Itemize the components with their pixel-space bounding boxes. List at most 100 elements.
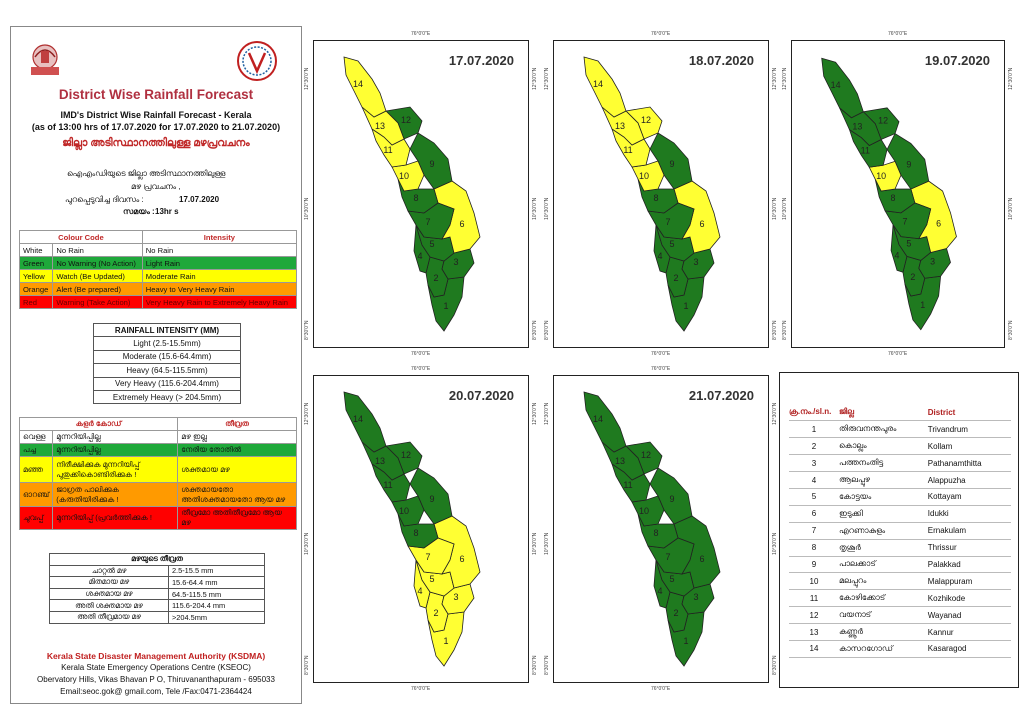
colour-code-row: Green No Warning (No Action) Light Rain [18,256,298,270]
district-number-label: 8 [413,528,418,538]
district-number-label: 7 [665,552,670,562]
longitude-label: 76°0'0"E [651,366,671,372]
latitude-label: 8°30'0"N [1008,320,1014,340]
district-number-label: 4 [657,586,662,596]
colour-code-row: White No Rain No Rain [18,243,298,257]
district-name-en: Kottayam [927,488,1011,506]
district-number-label: 6 [459,219,464,229]
subtitle-malayalam: ജില്ലാ അടിസ്ഥാനത്തിലുള്ള മഴപ്രവചനം [62,137,250,149]
district-number-label: 10 [399,171,409,181]
district-number-label: 10 [399,506,409,516]
district-row: 12 വയനാട് Wayanad [789,606,1011,625]
district-number-label: 14 [831,80,841,90]
district-number-label: 13 [852,122,862,132]
map-date: 19.07.2020 [924,53,990,68]
colour-name: Orange [18,282,54,296]
district-number-label: 8 [653,193,658,203]
district-number-label: 1 [443,301,448,311]
district-name-en: Wayanad [927,606,1011,625]
map-date: 18.07.2020 [688,53,754,68]
district-row: 3 പത്തനംതിട്ട Pathanamthitta [789,454,1011,473]
district-name-en: Pathanamthitta [927,454,1011,473]
ml-issued-date: 17.07.2020 [179,195,220,204]
district-number-label: 11 [861,145,870,155]
colour-meaning: Warning (Take Action) [52,295,143,309]
district-number-label: 5 [429,239,434,249]
district-name-ml: എറണാകുളം [839,522,928,540]
district-name-ml: പാലക്കാട് [839,556,928,574]
ml-colour-name: വെള്ള [18,430,54,444]
district-number: 14 [789,640,839,658]
district-number-label: 14 [353,414,363,424]
district-number-label: 12 [878,116,888,126]
district-number-label: 10 [639,171,649,181]
district-number-label: 6 [936,219,941,229]
latitude-label: 8°30'0"N [304,655,310,675]
district-number: 6 [789,505,839,523]
latitude-label: 8°30'0"N [544,320,550,340]
rainfall-intensity-title: RAINFALL INTENSITY (MM) [93,322,241,338]
district-name-en: Kozhikode [927,589,1011,608]
footer-address: Obervatory Hills, Vikas Bhavan P O, Thir… [37,675,275,684]
district-region [343,56,387,118]
latitude-label: 12°30'0"N [544,402,550,425]
district-number: 8 [789,539,839,557]
latitude-label: 10°30'0"N [304,197,310,220]
ml-colour-name: പച്ച [18,443,54,457]
ml-intensity-label: അതി തീവ്രമായ മഴ [49,610,169,624]
district-number-label: 5 [669,239,674,249]
latitude-label: 10°30'0"N [544,197,550,220]
ml-colour-meaning: മുന്നറിയിപ്പ് (പ്രവർത്തിക്കുക ! [52,506,179,530]
district-name-ml: മലപ്പുറം [839,572,928,591]
district-number-label: 5 [669,574,674,584]
latitude-label: 10°30'0"N [772,532,778,555]
ml-intensity-title: മഴയുടെ തീവ്രത [49,553,265,566]
district-legend: ക്ര.നം./sl.n. ജില്ല District 1 തിരുവനന്തപ… [779,372,1019,688]
district-name-ml: തിരുവനന്തപുരം [839,420,928,439]
rainfall-intensity-table: RAINFALL INTENSITY (MM) Light (2.5-15.5m… [93,322,241,405]
district-number-label: 14 [593,79,603,89]
forecast-map: 1 2 3 4 5 6 7 8 9 10 11 12 13 14 19.07.2020 [791,40,1005,348]
info-panel: District Wise Rainfall Forecast IMD's Di… [10,26,302,704]
district-name-en: Thrissur [927,539,1011,557]
colour-meaning: Watch (Be Updated) [52,269,143,283]
latitude-label: 12°30'0"N [532,402,538,425]
longitude-label: 76°0'0"E [651,351,671,357]
forecast-map: 1 2 3 4 5 6 7 8 9 10 11 12 13 14 21.07.2020 [553,375,769,683]
latitude-label: 8°30'0"N [772,655,778,675]
district-number-label: 10 [639,506,649,516]
district-number-label: 4 [657,251,662,261]
district-row: 8 തൃശൂർ Thrissur [789,539,1011,557]
district-number-label: 13 [375,121,385,131]
latitude-label: 8°30'0"N [782,320,788,340]
ml-colour-code-row: മഞ്ഞ നിരീക്ഷിക്കുക മുന്നറിയിപ്പ് പുതുക്കി… [18,456,297,483]
ml-intensity-label: ചാറ്റൽ മഴ [49,564,169,578]
latitude-label: 12°30'0"N [532,67,538,90]
district-row: 10 മലപ്പുറം Malappuram [789,572,1011,591]
intensity-header: Intensity [141,230,298,244]
ml-intensity-value: >204.5mm [167,610,266,624]
district-number: 9 [789,556,839,574]
district-number-label: 1 [920,300,925,310]
latitude-label: 12°30'0"N [782,67,788,90]
ml-intensity-header: തീവ്രത [177,417,297,431]
district-number-label: 12 [641,450,651,460]
district-name-en: Trivandrum [927,420,1011,439]
subtitle: IMD's District Wise Rainfall Forecast - … [60,110,252,120]
district-row: 2 കൊല്ലം Kollam [789,437,1011,456]
district-region [631,495,665,527]
forecast-map: 1 2 3 4 5 6 7 8 9 10 11 12 13 14 18.07.2020 [553,40,769,348]
district-number-label: 9 [429,494,434,504]
district-number-label: 4 [417,251,422,261]
district-number-label: 8 [413,193,418,203]
district-number-label: 2 [433,608,438,618]
district-row: 4 ആലപ്പുഴ Alappuzha [789,471,1011,489]
latitude-label: 12°30'0"N [304,402,310,425]
district-number-label: 2 [673,273,678,283]
district-number: 11 [789,589,839,608]
ml-colour-code-row: പച്ച മുന്നറിയിപ്പില്ല നേരിയ തോതിൽ [18,443,297,457]
district-name-ml: ഇടുക്കി [839,505,928,523]
ml-colour-meaning: നിരീക്ഷിക്കുക മുന്നറിയിപ്പ് പുതുക്കികൊണ്… [52,456,179,483]
district-number: 10 [789,572,839,591]
